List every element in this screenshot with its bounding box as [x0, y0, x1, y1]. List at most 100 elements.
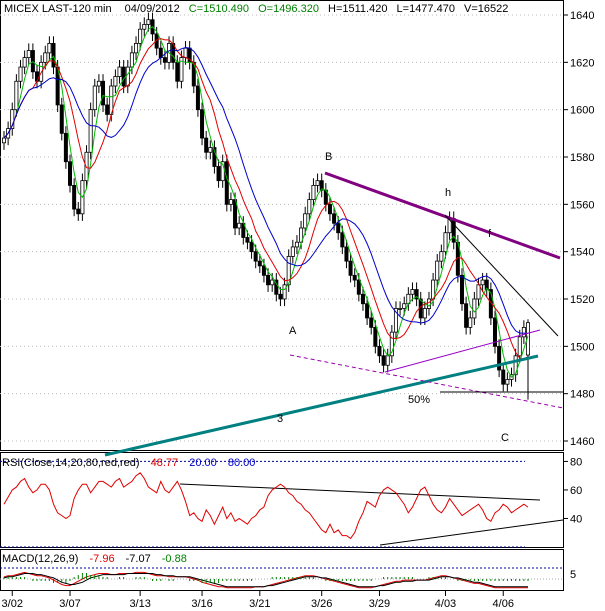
price-tick-label: 1580 — [570, 152, 594, 164]
header-symbol: MICEX LAST-120 min — [4, 3, 112, 15]
candle-body — [125, 66, 130, 87]
label-b: B — [325, 151, 332, 163]
candle-body — [195, 85, 200, 111]
candle-body — [369, 317, 374, 328]
x-tick-label: 4/06 — [493, 598, 514, 610]
moving-averages-group — [3, 26, 529, 378]
candle-body — [476, 284, 481, 300]
macd-signal-line — [3, 573, 528, 588]
candle-body — [183, 47, 188, 59]
candle-body — [92, 85, 97, 111]
x-axis: 3/02 3/07 3/13 3/16 3/21 3/26 3/29 4/03 4/06 — [2, 591, 514, 610]
label-c: C — [501, 432, 509, 444]
candle-body — [294, 241, 299, 248]
candle-body — [422, 308, 427, 319]
candle-body — [200, 109, 205, 139]
candle-body — [315, 180, 320, 186]
candle-body — [311, 184, 316, 200]
candle-body — [2, 137, 7, 144]
macd-grid — [0, 567, 563, 580]
candle-body — [513, 355, 518, 376]
candle-body — [303, 213, 308, 229]
price-y-axis: 1460 1480 1500 1520 1540 1560 1580 1600 1620 1640 — [563, 10, 594, 448]
candle-body — [414, 289, 419, 300]
rsi-trendline-lower — [379, 519, 564, 546]
candle-body — [327, 203, 332, 215]
candle-body — [505, 379, 510, 385]
candle-body — [398, 308, 403, 310]
macd-header: MACD(12,26,9) -7.96 -7.07 -0.88 — [2, 553, 187, 565]
candle-body — [47, 43, 52, 54]
candle-body — [340, 232, 345, 248]
candle-body — [319, 180, 324, 191]
candle-body — [360, 293, 365, 305]
x-tick-label: 3/13 — [129, 598, 150, 610]
candle-body — [435, 260, 440, 281]
candle-body — [59, 104, 64, 134]
candle-body — [245, 237, 250, 243]
candle-body — [134, 43, 139, 54]
header-close: C=1510.490 — [189, 3, 249, 15]
candle-body — [501, 369, 506, 385]
candle-body — [526, 322, 531, 356]
candle-body — [68, 161, 73, 186]
candle-body — [426, 298, 431, 309]
candle-body — [282, 284, 287, 300]
macd-histogram — [3, 573, 529, 583]
candle-body — [216, 166, 221, 182]
candle-body — [179, 57, 184, 82]
candle-body — [307, 199, 312, 215]
label-wave-3: 3 — [277, 413, 283, 425]
label-fib-50: 50% — [408, 394, 430, 406]
price-header: MICEX LAST-120 min 04/09/2012 C=1510.490… — [4, 3, 508, 15]
candle-body — [377, 345, 382, 357]
rsi-line — [3, 472, 529, 540]
wedge-line-upper — [444, 214, 559, 337]
candle-body — [105, 104, 110, 115]
candle-body — [365, 303, 370, 319]
rsi-tick-label: 60 — [570, 485, 582, 497]
header-date: 04/09/2012 — [125, 3, 180, 15]
candle-body — [381, 355, 386, 366]
candle-body — [521, 326, 526, 338]
candle-body — [389, 331, 394, 357]
x-tick-label: 3/21 — [249, 598, 270, 610]
x-tick-label: 4/03 — [435, 598, 456, 610]
candle-body — [237, 222, 242, 229]
header-open: O=1496.320 — [258, 3, 319, 15]
candle-body — [26, 50, 31, 58]
candle-body — [402, 303, 407, 309]
channel-line-lower — [384, 329, 541, 373]
candle-body — [18, 66, 23, 82]
price-tick-label: 1540 — [570, 247, 594, 259]
candle-body — [96, 80, 101, 87]
candle-body — [212, 147, 217, 167]
candle-body — [121, 66, 126, 87]
rsi-grid — [0, 460, 525, 548]
candle-body — [76, 208, 81, 215]
x-tick-label: 3/07 — [59, 598, 80, 610]
candle-body — [228, 199, 233, 205]
rsi-high: 80.00 — [228, 457, 256, 469]
macd-tick-5: 5 — [570, 569, 576, 581]
candle-body — [270, 279, 275, 286]
macd-panel-frame — [0, 549, 564, 591]
x-tick-label: 3/02 — [2, 598, 23, 610]
candle-body — [497, 345, 502, 371]
candle-body — [439, 251, 444, 262]
candle-body — [72, 184, 77, 210]
candle-body — [146, 19, 151, 25]
candle-body — [175, 61, 180, 82]
candle-body — [443, 232, 448, 253]
candle-body — [472, 298, 477, 319]
candle-body — [208, 147, 213, 153]
price-tick-label: 1560 — [570, 199, 594, 211]
price-tick-label: 1640 — [570, 10, 594, 22]
rsi-tick-label: 40 — [570, 513, 582, 525]
macd-value: -7.96 — [89, 553, 114, 565]
header-volume: V=16522 — [464, 3, 508, 15]
candle-body — [142, 24, 147, 30]
candle-body — [278, 293, 283, 300]
candle-body — [138, 28, 143, 44]
